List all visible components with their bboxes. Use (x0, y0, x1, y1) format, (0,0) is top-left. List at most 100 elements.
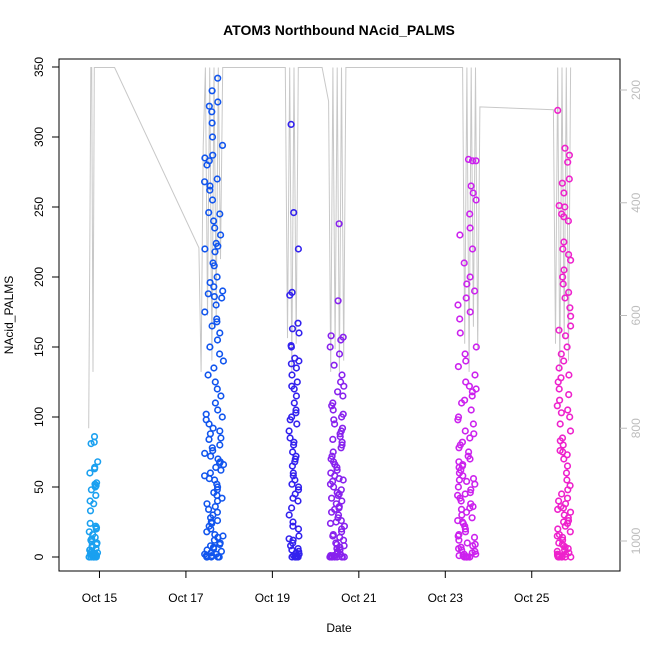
data-point (204, 290, 212, 298)
data-point (207, 452, 215, 460)
data-point (466, 224, 474, 232)
data-point (294, 525, 303, 533)
data-point (208, 108, 216, 116)
data-point (208, 87, 216, 95)
data-point (466, 308, 474, 316)
data-point (454, 301, 462, 309)
data-point (216, 459, 224, 467)
data-point (563, 343, 571, 351)
data-point (463, 539, 471, 547)
data-point (214, 483, 222, 491)
data-point (561, 294, 569, 302)
data-point (327, 332, 335, 340)
data-point (466, 273, 474, 281)
data-point (326, 519, 335, 528)
data-point (458, 511, 466, 519)
data-point (213, 318, 221, 326)
data-point (292, 406, 300, 414)
data-point (462, 357, 470, 365)
data-point (205, 102, 213, 110)
data-point (210, 283, 218, 291)
data-point (206, 182, 214, 190)
data-point (218, 413, 226, 421)
data-point (211, 399, 219, 407)
series-group-2 (201, 74, 228, 561)
data-point (564, 486, 572, 494)
data-point (213, 175, 221, 183)
data-point (340, 382, 348, 390)
data-point (208, 196, 217, 204)
data-point (338, 497, 346, 505)
data-point (558, 533, 567, 542)
series-group-6 (553, 106, 575, 561)
data-point (556, 420, 564, 428)
data-point (340, 542, 348, 550)
data-point (557, 409, 566, 417)
data-point (338, 553, 346, 561)
data-point (92, 525, 100, 533)
data-point (212, 463, 220, 472)
data-point (338, 371, 346, 379)
y-tick-label: 150 (32, 337, 46, 357)
data-point (456, 231, 464, 239)
data-point (94, 458, 102, 466)
data-point (92, 491, 100, 500)
data-point (207, 553, 215, 561)
data-point (285, 535, 293, 543)
data-point (336, 430, 344, 438)
data-point (219, 287, 227, 295)
data-point (286, 416, 294, 424)
data-point (560, 266, 568, 274)
data-point (208, 119, 216, 127)
data-point (565, 391, 573, 399)
data-point (201, 449, 209, 458)
data-point (203, 500, 211, 508)
data-point (561, 203, 569, 211)
data-point (203, 161, 211, 169)
data-point (455, 536, 463, 544)
data-point (206, 430, 214, 438)
data-point (288, 480, 296, 488)
data-point (472, 196, 480, 204)
data-point (295, 329, 303, 337)
data-point (329, 448, 337, 456)
data-point (87, 486, 95, 494)
data-point (339, 476, 347, 484)
data-point (560, 238, 568, 246)
data-point (565, 175, 573, 183)
data-point (214, 406, 222, 414)
series-group-4 (326, 220, 349, 561)
data-point (461, 528, 470, 536)
data-point (566, 256, 575, 264)
data-point (295, 532, 303, 540)
y-tick-label: 100 (32, 407, 46, 427)
data-point (213, 385, 221, 393)
data-point (462, 294, 470, 302)
data-point (217, 434, 225, 442)
data-point (210, 262, 218, 270)
y-tick-label: 300 (32, 127, 46, 147)
data-point (289, 469, 297, 477)
data-point (206, 279, 214, 287)
data-point (213, 336, 222, 344)
data-point (558, 553, 566, 561)
data-point (328, 494, 336, 502)
y-tick-label: 50 (32, 480, 46, 494)
data-point (211, 248, 219, 256)
data-point (554, 525, 562, 533)
data-point (206, 186, 214, 194)
data-point (461, 525, 470, 533)
data-point (559, 441, 567, 449)
data-point (292, 409, 300, 417)
data-point (563, 476, 571, 484)
data-point (203, 553, 211, 561)
data-point (554, 505, 562, 514)
data-point (467, 182, 475, 190)
data-point (214, 242, 222, 250)
data-point (208, 322, 216, 330)
data-point (564, 251, 573, 259)
data-point (86, 469, 94, 477)
data-point (557, 490, 566, 498)
data-point (287, 120, 295, 128)
data-point (334, 388, 342, 396)
